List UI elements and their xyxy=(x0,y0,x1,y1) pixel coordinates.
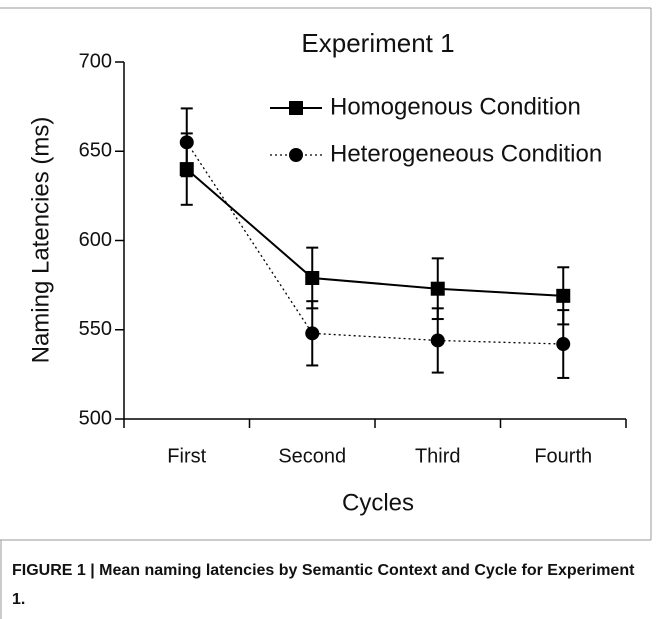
y-tick-label: 500 xyxy=(79,407,112,429)
x-axis-label: Cycles xyxy=(342,489,414,516)
x-tick-label: First xyxy=(167,445,206,467)
y-tick-label: 550 xyxy=(79,318,112,340)
point xyxy=(305,326,320,341)
point xyxy=(430,281,445,296)
legend-label: Homogenous Condition xyxy=(330,93,581,120)
caption: FIGURE 1 | Mean naming latencies by Sema… xyxy=(12,562,635,608)
y-tick-label: 650 xyxy=(79,140,112,162)
point xyxy=(556,337,571,352)
legend-label: Heterogeneous Condition xyxy=(330,140,602,167)
point xyxy=(430,333,445,348)
x-tick-label: Second xyxy=(278,445,346,467)
point xyxy=(179,135,194,150)
y-tick-label: 700 xyxy=(79,50,112,72)
point xyxy=(556,288,571,303)
x-tick-label: Fourth xyxy=(534,445,592,467)
x-tick-label: Third xyxy=(415,445,461,467)
point xyxy=(305,270,320,285)
series-line xyxy=(186,168,564,297)
series-line xyxy=(186,141,564,345)
y-axis-label: Naming Latencies (ms) xyxy=(27,117,54,364)
y-tick-label: 600 xyxy=(79,229,112,251)
chart-title: Experiment 1 xyxy=(301,28,454,58)
legend-marker xyxy=(289,101,303,115)
legend-marker xyxy=(289,148,303,162)
